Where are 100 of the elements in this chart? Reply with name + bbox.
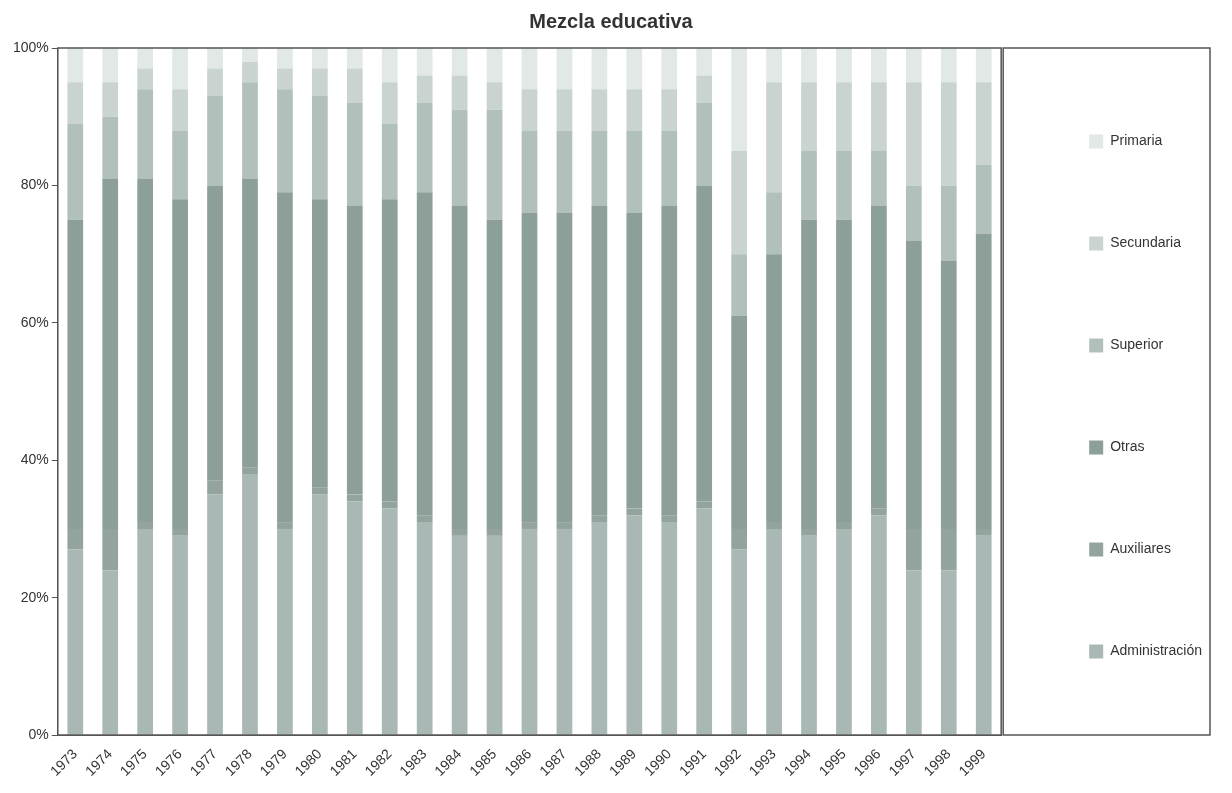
legend-label: Primaria xyxy=(1110,132,1163,149)
y-tick-label: 100% xyxy=(12,38,49,55)
bar xyxy=(836,151,852,220)
bar xyxy=(766,192,782,255)
bar xyxy=(312,48,328,69)
bar xyxy=(381,48,398,83)
bar xyxy=(486,109,503,220)
bar xyxy=(346,68,363,103)
bar xyxy=(696,508,713,735)
bar xyxy=(731,549,747,735)
bar xyxy=(102,82,119,117)
bar xyxy=(801,48,817,83)
bar xyxy=(661,89,678,131)
bar xyxy=(975,164,992,234)
bar xyxy=(486,535,503,735)
bar xyxy=(871,48,887,83)
bar xyxy=(871,82,887,152)
bar xyxy=(416,522,433,735)
bar xyxy=(312,68,328,97)
bar xyxy=(836,528,852,735)
bar xyxy=(521,528,538,735)
bar xyxy=(67,549,84,735)
bar xyxy=(277,68,293,90)
bar xyxy=(940,48,957,83)
bar xyxy=(486,82,503,110)
bar xyxy=(67,82,84,124)
bar xyxy=(137,528,154,735)
bar xyxy=(871,515,887,735)
bar xyxy=(172,535,188,735)
bar xyxy=(137,68,154,90)
bar xyxy=(975,48,992,83)
bar xyxy=(731,151,747,255)
bar xyxy=(591,48,608,90)
y-tick-label: 40% xyxy=(20,451,49,468)
bar xyxy=(137,48,154,69)
bar xyxy=(312,494,328,735)
bar xyxy=(312,96,328,200)
bar xyxy=(416,48,433,76)
bar xyxy=(242,82,258,179)
bar xyxy=(696,102,713,186)
bar xyxy=(696,48,713,76)
bar xyxy=(871,151,887,207)
bar xyxy=(591,522,608,735)
y-tick-label: 60% xyxy=(20,313,49,330)
bar xyxy=(346,102,363,207)
bar xyxy=(626,515,643,735)
bar xyxy=(731,254,747,316)
bar xyxy=(381,123,398,200)
bar xyxy=(172,130,188,200)
bar xyxy=(661,522,678,735)
bar xyxy=(940,570,957,735)
bar xyxy=(102,570,119,735)
bar xyxy=(975,82,992,165)
bar xyxy=(172,48,188,90)
bar xyxy=(905,185,922,241)
bar xyxy=(626,48,643,90)
bar xyxy=(556,528,573,735)
y-tick-label: 0% xyxy=(28,725,49,742)
bar xyxy=(905,570,922,735)
bar xyxy=(521,130,538,213)
bar xyxy=(731,48,747,152)
bar xyxy=(626,89,643,131)
legend-label: Secundaria xyxy=(1110,234,1182,251)
bar xyxy=(521,89,538,131)
bar xyxy=(975,535,992,735)
bar xyxy=(766,528,782,735)
bar xyxy=(277,89,293,193)
bar xyxy=(381,508,398,735)
bar xyxy=(591,130,608,207)
y-tick-label: 20% xyxy=(20,588,49,605)
legend-label: Superior xyxy=(1110,336,1164,353)
bar xyxy=(940,82,957,186)
bar xyxy=(905,48,922,83)
bar xyxy=(137,89,154,179)
legend-label: Otras xyxy=(1110,438,1145,455)
bar xyxy=(556,48,573,90)
bar xyxy=(416,102,433,193)
bar xyxy=(556,130,573,213)
bar xyxy=(766,48,782,83)
y-tick-label: 80% xyxy=(20,176,49,193)
bar xyxy=(801,151,817,220)
bar xyxy=(242,48,258,62)
bar xyxy=(277,48,293,69)
bar xyxy=(381,82,398,124)
bar xyxy=(591,89,608,131)
bar xyxy=(102,116,119,179)
bar xyxy=(67,48,84,83)
bar xyxy=(626,130,643,213)
bar xyxy=(801,535,817,735)
bar xyxy=(766,82,782,193)
bar xyxy=(451,535,468,735)
bar xyxy=(451,48,468,76)
bar xyxy=(346,501,363,735)
bar xyxy=(556,89,573,131)
legend-label: Administración xyxy=(1110,642,1203,659)
chart-title: Mezcla educativa xyxy=(529,9,694,32)
bar xyxy=(696,75,713,103)
bar xyxy=(242,474,258,735)
bar xyxy=(207,96,223,186)
bar xyxy=(836,82,852,152)
